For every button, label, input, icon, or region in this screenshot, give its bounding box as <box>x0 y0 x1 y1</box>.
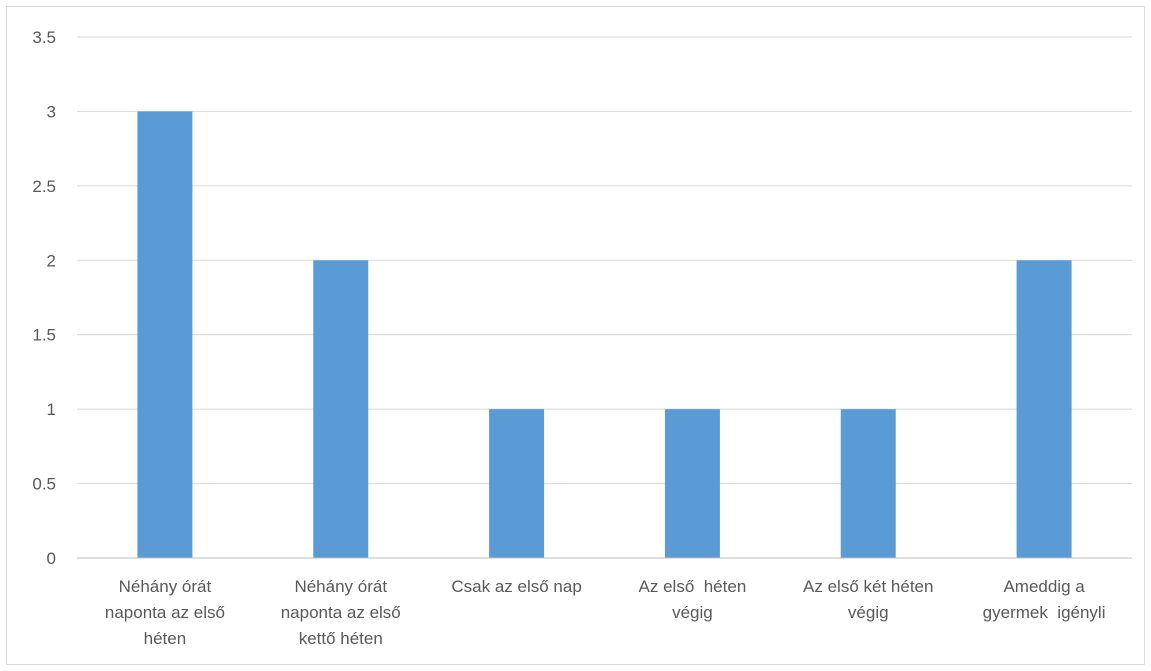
x-category-label: Az első héten végig <box>639 577 747 622</box>
y-tick-label: 2 <box>47 251 56 270</box>
bar <box>313 260 369 558</box>
y-tick-label: 0.5 <box>32 475 56 494</box>
y-tick-label: 3.5 <box>32 28 56 47</box>
y-tick-label: 0 <box>47 549 56 568</box>
y-tick-label: 1.5 <box>32 326 56 345</box>
y-tick-label: 3 <box>47 102 56 121</box>
bars <box>137 111 1072 558</box>
chart-frame <box>6 6 1145 665</box>
y-tick-label: 1 <box>47 400 56 419</box>
x-category-label: Néhány órát naponta az első héten <box>105 577 225 648</box>
bar <box>489 409 545 558</box>
y-tick-label: 2.5 <box>32 177 56 196</box>
x-axis-category-labels: Néhány órát naponta az első héten Néhány ór… <box>105 577 1106 648</box>
bar <box>137 111 193 558</box>
x-category-label: Az első két héten végig <box>803 577 933 622</box>
bar <box>840 409 896 558</box>
bar <box>664 409 720 558</box>
gridlines <box>77 36 1132 485</box>
x-category-label: Ameddig a gyermek igényli <box>983 577 1106 622</box>
x-category-label: Néhány órát naponta az első kettő héten <box>281 577 401 648</box>
y-axis-tick-labels: 0 0.5 1 1.5 2 2.5 3 3.5 <box>32 28 56 568</box>
x-category-label: Csak az első nap <box>451 577 581 596</box>
bar <box>1016 260 1072 558</box>
